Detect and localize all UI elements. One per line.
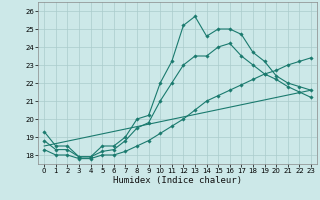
X-axis label: Humidex (Indice chaleur): Humidex (Indice chaleur) [113, 176, 242, 185]
